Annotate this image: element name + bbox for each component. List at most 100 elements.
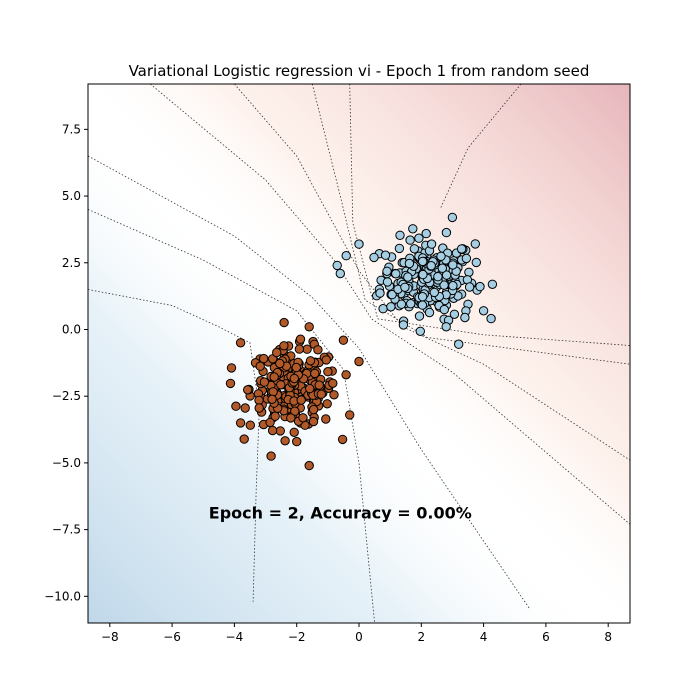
- data-point-class-1: [267, 425, 278, 436]
- data-point-class-1: [337, 434, 348, 445]
- data-point-class-1: [266, 451, 276, 461]
- data-point-class-0: [471, 257, 481, 268]
- data-point-class-1: [328, 378, 338, 388]
- class-1-points: [225, 317, 364, 471]
- y-tick-label: −10.0: [44, 589, 81, 603]
- x-tick-label: 0: [355, 630, 363, 644]
- data-point-class-1: [298, 413, 308, 423]
- data-point-class-1: [304, 322, 314, 332]
- data-point-class-0: [470, 239, 480, 249]
- contour-line: [88, 289, 260, 602]
- data-point-class-1: [255, 361, 265, 371]
- data-point-class-1: [290, 406, 300, 416]
- contour-line: [88, 209, 375, 623]
- chart-title: Variational Logistic regression vi - Epo…: [129, 62, 590, 80]
- data-point-class-1: [345, 410, 355, 420]
- data-point-class-0: [396, 299, 407, 309]
- data-point-class-1: [254, 395, 264, 405]
- data-point-class-0: [335, 268, 345, 279]
- data-point-class-0: [429, 287, 439, 298]
- data-point-class-1: [259, 377, 270, 387]
- y-tick-label: −7.5: [52, 523, 81, 537]
- data-point-class-1: [292, 436, 302, 447]
- data-point-class-0: [387, 289, 397, 300]
- data-point-class-0: [394, 243, 405, 254]
- data-point-class-1: [289, 427, 299, 437]
- data-point-class-0: [487, 279, 498, 289]
- data-point-class-0: [441, 322, 451, 332]
- data-point-class-1: [279, 317, 289, 328]
- data-point-class-1: [240, 403, 250, 413]
- data-point-class-1: [270, 411, 280, 421]
- data-point-class-0: [449, 309, 460, 319]
- data-point-class-1: [286, 413, 296, 423]
- data-point-class-1: [304, 460, 314, 471]
- epoch-accuracy-annotation: Epoch = 2, Accuracy = 0.00%: [209, 504, 472, 523]
- data-point-class-1: [313, 345, 323, 355]
- y-tick-label: 5.0: [62, 189, 81, 203]
- data-point-class-0: [461, 253, 472, 264]
- data-point-class-1: [295, 334, 306, 344]
- data-point-class-0: [382, 277, 393, 287]
- x-tick-label: 8: [604, 630, 612, 644]
- data-point-class-0: [456, 244, 467, 254]
- data-point-class-0: [341, 251, 351, 261]
- data-point-class-0: [447, 212, 458, 223]
- data-point-class-0: [448, 281, 458, 291]
- data-point-class-0: [404, 258, 415, 269]
- data-point-class-0: [441, 227, 452, 238]
- data-point-class-1: [305, 356, 316, 366]
- data-point-class-0: [332, 260, 342, 271]
- data-point-class-0: [417, 292, 428, 302]
- data-point-class-0: [418, 269, 428, 280]
- data-point-class-1: [239, 434, 249, 444]
- y-axis: −10.0 −7.5 −5.0 −2.5 0.0 2.5 5.0 7.5: [44, 122, 88, 603]
- data-point-class-0: [464, 282, 475, 292]
- data-point-class-1: [276, 380, 286, 390]
- data-point-class-0: [395, 230, 405, 241]
- y-tick-label: 7.5: [62, 122, 81, 136]
- data-point-class-0: [414, 233, 424, 243]
- data-point-class-1: [289, 373, 299, 384]
- data-point-class-1: [302, 344, 312, 354]
- data-point-class-1: [329, 390, 339, 400]
- class-0-points: [332, 212, 498, 349]
- data-point-class-1: [305, 383, 315, 394]
- x-tick-label: −2: [288, 630, 306, 644]
- data-point-class-1: [226, 363, 237, 373]
- data-point-class-0: [369, 252, 379, 263]
- data-point-class-1: [235, 418, 246, 428]
- data-point-class-1: [267, 394, 277, 404]
- data-point-class-0: [475, 281, 485, 292]
- data-point-class-1: [245, 420, 256, 430]
- data-point-class-0: [486, 313, 496, 324]
- data-point-class-1: [275, 358, 285, 369]
- data-point-class-0: [426, 261, 436, 271]
- data-point-class-0: [403, 272, 413, 282]
- data-point-class-0: [398, 320, 409, 330]
- data-point-class-1: [254, 403, 264, 413]
- y-tick-label: 0.0: [62, 322, 81, 336]
- data-point-class-0: [448, 260, 458, 270]
- contour-lines: [88, 84, 630, 623]
- decision-surface: [88, 84, 630, 623]
- data-point-class-0: [460, 312, 470, 323]
- data-point-class-1: [272, 347, 282, 358]
- data-point-class-1: [279, 341, 289, 351]
- data-point-class-1: [338, 335, 349, 345]
- data-point-class-1: [280, 436, 290, 446]
- contour-line: [311, 84, 630, 365]
- data-point-class-1: [354, 356, 364, 367]
- data-point-class-0: [382, 266, 392, 276]
- data-point-class-1: [231, 401, 241, 411]
- x-tick-label: −8: [101, 630, 119, 644]
- data-point-class-1: [296, 395, 306, 405]
- data-point-class-1: [259, 353, 269, 364]
- data-point-class-1: [291, 362, 301, 373]
- data-point-class-0: [439, 304, 449, 315]
- data-point-class-0: [433, 272, 443, 282]
- data-point-class-0: [386, 302, 396, 312]
- data-point-class-1: [225, 378, 236, 389]
- data-point-class-1: [308, 404, 319, 415]
- data-point-class-0: [405, 235, 415, 245]
